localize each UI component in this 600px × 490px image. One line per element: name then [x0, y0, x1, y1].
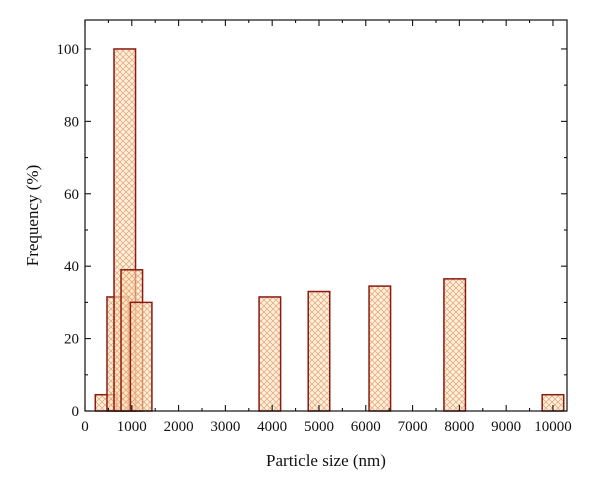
y-tick-label: 40: [64, 259, 79, 275]
x-tick-label: 3000: [210, 419, 240, 435]
y-tick-label: 100: [57, 42, 80, 58]
x-tick-label: 9000: [491, 419, 521, 435]
y-tick-label: 80: [64, 114, 79, 130]
y-tick-label: 60: [64, 187, 79, 203]
bar-5: [258, 296, 282, 412]
plot-frame: [84, 19, 568, 412]
bars: [94, 48, 565, 412]
y-tick-label: 20: [64, 332, 79, 348]
bar-8: [443, 278, 467, 412]
x-tick-label: 2000: [164, 419, 194, 435]
bar-4: [129, 301, 153, 412]
x-axis-label: Particle size (nm): [266, 451, 386, 470]
x-tick-label: 7000: [398, 419, 428, 435]
x-tick-label: 1000: [117, 419, 147, 435]
y-axis-label: Frequency (%): [23, 165, 42, 267]
bar-9: [541, 393, 565, 412]
y-tick-label: 0: [72, 404, 80, 420]
x-tick-label: 6000: [351, 419, 381, 435]
x-tick-label: 8000: [444, 419, 474, 435]
bar-7: [368, 285, 392, 412]
x-tick-label: 10000: [534, 419, 572, 435]
x-tick-label: 4000: [257, 419, 287, 435]
x-tick-label: 5000: [304, 419, 334, 435]
x-tick-label: 0: [81, 419, 89, 435]
axis-ticks: 0 1000 2000 3000 4000 5000 6000 7000 8000 9000 100…: [57, 20, 572, 435]
bar-6: [307, 290, 331, 412]
